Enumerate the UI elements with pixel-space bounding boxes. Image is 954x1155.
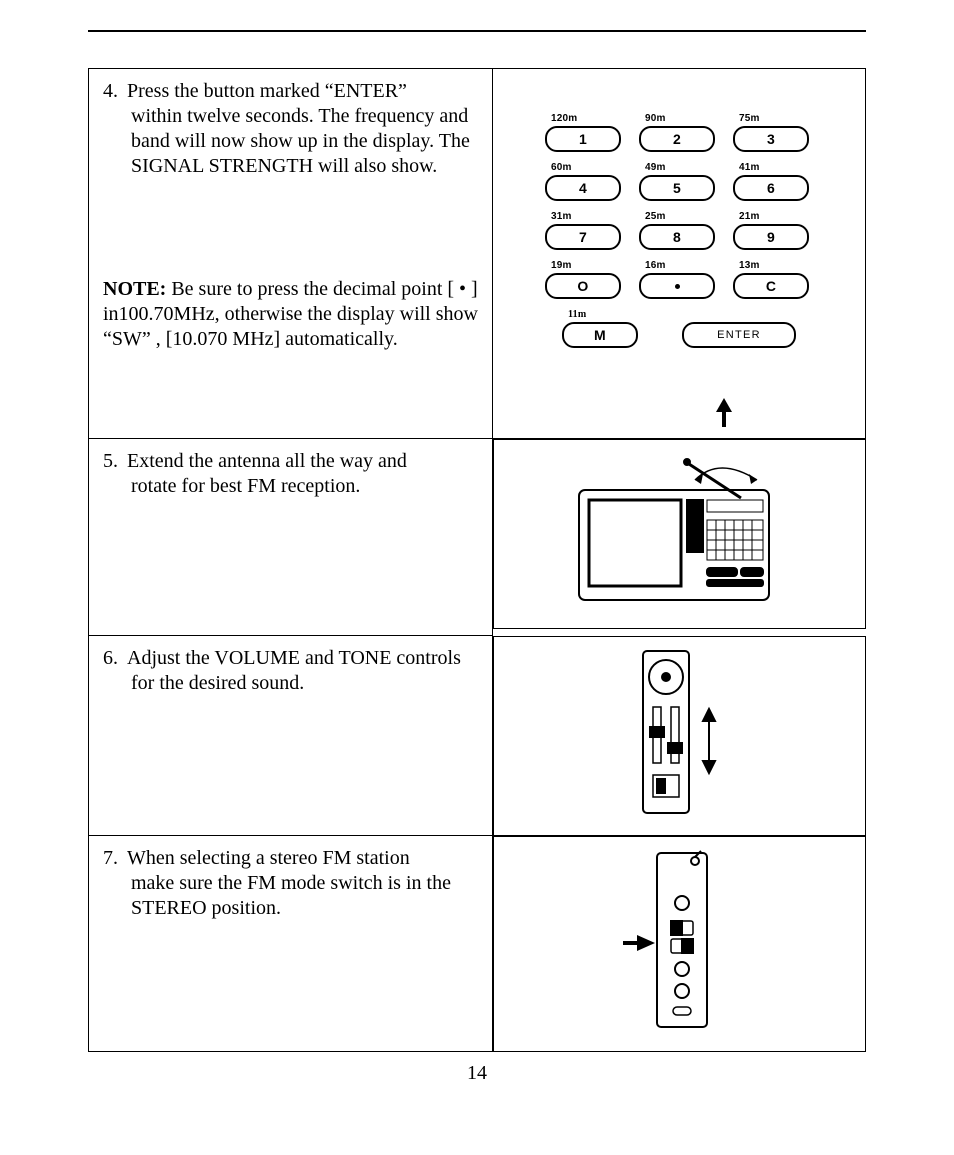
instructions-table: 4.Press the button marked “ENTER” within…	[88, 68, 866, 1052]
step-4-number: 4.	[103, 79, 127, 104]
key-meter: 31m	[551, 211, 572, 222]
key-meter: 49m	[645, 162, 666, 173]
key-meter: 75m	[739, 113, 760, 124]
top-controls-figure-cell	[493, 836, 865, 1052]
enter-arrow-icon	[605, 392, 843, 412]
keypad-key-c[interactable]: C	[733, 273, 809, 299]
keypad-key-8[interactable]: 8	[639, 224, 715, 250]
key-meter: 41m	[739, 162, 760, 173]
key-meter: 120m	[551, 113, 577, 124]
step-7-line1: When selecting a stereo FM station	[127, 847, 410, 869]
side-controls-figure-cell	[493, 636, 865, 836]
keypad-key-9[interactable]: 9	[733, 224, 809, 250]
key-meter: 11m	[568, 309, 586, 320]
step-7-rest: make sure the FM mode switch is in the S…	[131, 871, 478, 921]
keypad-key-m[interactable]: M	[562, 322, 638, 348]
step-5-rest: rotate for best FM reception.	[131, 474, 478, 499]
keypad-figure-cell: 120m 1 90m 2 75m 3 60m 4 49m 5 41m 6 31m 7 25m 8…	[493, 69, 866, 439]
step-7-number: 7.	[103, 846, 127, 871]
keypad-key-4[interactable]: 4	[545, 175, 621, 201]
radio-side-icon	[609, 647, 749, 817]
radio-front-icon	[569, 450, 789, 610]
header-rule	[88, 30, 866, 32]
keypad-key-2[interactable]: 2	[639, 126, 715, 152]
key-meter: 19m	[551, 260, 572, 271]
page-number: 14	[0, 1062, 954, 1085]
key-meter: 25m	[645, 211, 666, 222]
radio-top-icon	[609, 847, 749, 1033]
key-meter: 21m	[739, 211, 760, 222]
keypad-key-6[interactable]: 6	[733, 175, 809, 201]
step-5-line1: Extend the antenna all the way and	[127, 450, 407, 472]
step-6-number: 6.	[103, 646, 127, 671]
step-5-number: 5.	[103, 449, 127, 474]
step-4-cell: 4.Press the button marked “ENTER” within…	[89, 69, 493, 439]
step-6-line1: Adjust the VOLUME and TONE controls	[127, 647, 461, 669]
keypad-key-0[interactable]: O	[545, 273, 621, 299]
key-meter-blank	[688, 309, 691, 320]
key-meter: 60m	[551, 162, 572, 173]
keypad-key-enter[interactable]: ENTER	[682, 322, 796, 348]
step-6-cell: 6.Adjust the VOLUME and TONE controls fo…	[89, 636, 493, 836]
note-label: NOTE:	[103, 278, 166, 300]
keypad-key-5[interactable]: 5	[639, 175, 715, 201]
step-5-cell: 5.Extend the antenna all the way and rot…	[89, 439, 493, 636]
keypad-key-7[interactable]: 7	[545, 224, 621, 250]
keypad-key-3[interactable]: 3	[733, 126, 809, 152]
step-4-rest: within twelve seconds. The frequency and…	[131, 104, 478, 179]
step-4-line1: Press the button marked “ENTER”	[127, 80, 407, 102]
step-7-cell: 7.When selecting a stereo FM station mak…	[89, 836, 493, 1052]
step-6-rest: for the desired sound.	[131, 671, 478, 696]
keypad-grid: 120m 1 90m 2 75m 3 60m 4 49m 5 41m 6 31m 7 25m 8…	[515, 107, 843, 299]
keypad-key-1[interactable]: 1	[545, 126, 621, 152]
key-meter: 16m	[645, 260, 666, 271]
step-4-note: NOTE: Be sure to press the decimal point…	[103, 277, 478, 352]
keypad-key-dot[interactable]	[639, 273, 715, 299]
key-meter: 90m	[645, 113, 666, 124]
radio-figure-cell	[493, 439, 865, 629]
key-meter: 13m	[739, 260, 760, 271]
